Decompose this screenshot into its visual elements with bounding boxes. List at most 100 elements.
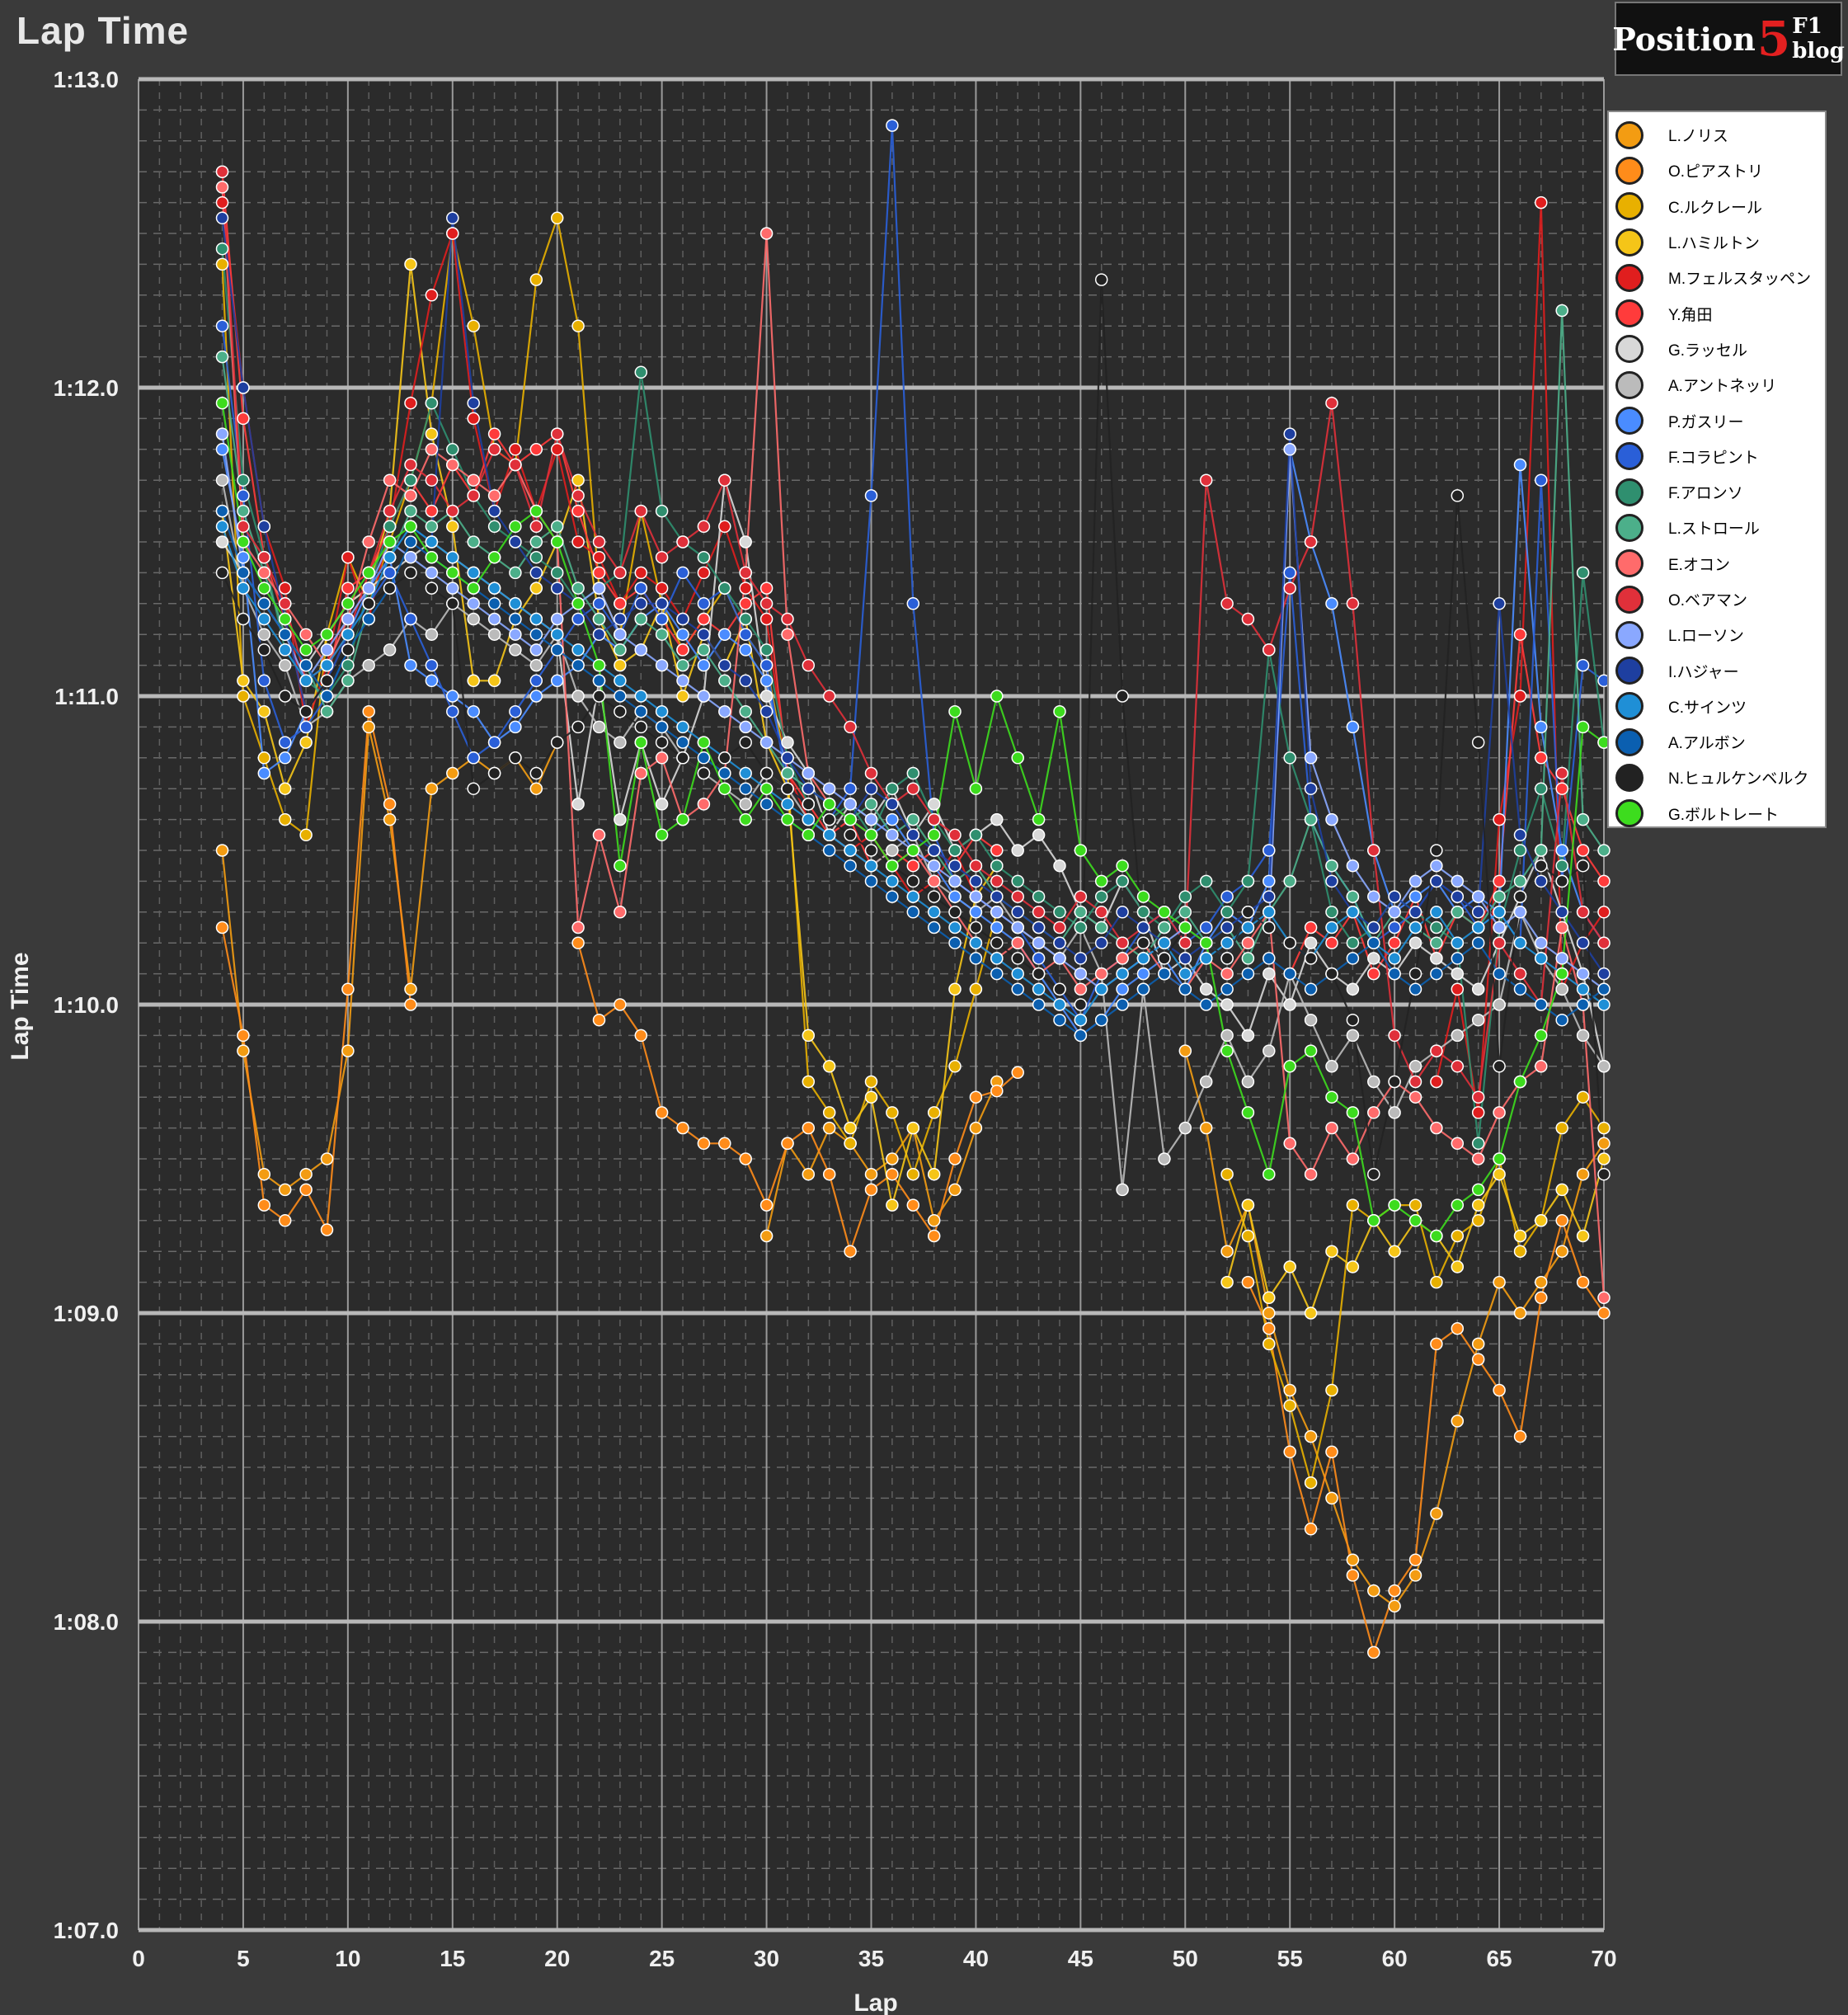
data-point <box>215 319 229 332</box>
data-point <box>1471 1137 1485 1151</box>
data-point <box>676 643 689 657</box>
data-point <box>844 720 857 734</box>
data-point <box>1094 874 1108 888</box>
data-point <box>487 550 501 564</box>
data-point <box>1220 998 1234 1011</box>
data-point <box>634 612 648 626</box>
legend-label: G.ラッセル <box>1668 341 1748 360</box>
data-point <box>383 581 397 595</box>
team-logo-icon <box>1615 657 1643 685</box>
data-point <box>299 720 313 734</box>
data-point <box>571 798 585 811</box>
data-point <box>509 535 522 548</box>
data-point <box>257 643 271 657</box>
data-point <box>634 736 648 749</box>
data-point <box>948 704 962 718</box>
data-point <box>1346 1198 1360 1212</box>
legend-item: L.ノリス <box>1615 117 1818 153</box>
data-point <box>1325 1060 1338 1073</box>
data-point <box>425 628 439 641</box>
data-point <box>550 628 564 641</box>
data-point <box>614 658 627 672</box>
data-point <box>467 782 480 795</box>
data-point <box>697 798 711 811</box>
legend-label: F.コラピント <box>1668 449 1759 467</box>
data-point <box>1597 1152 1611 1165</box>
data-point <box>1199 982 1213 996</box>
data-point <box>446 566 459 580</box>
data-point <box>697 566 711 580</box>
data-point <box>404 257 417 271</box>
data-point <box>592 690 606 703</box>
data-point <box>1074 952 1088 965</box>
data-point <box>1513 690 1527 703</box>
data-point <box>1471 1106 1485 1119</box>
data-point <box>592 566 606 580</box>
data-point <box>1493 874 1506 888</box>
data-point <box>404 520 417 534</box>
legend-label: L.ノリス <box>1668 128 1728 146</box>
data-point <box>781 612 794 626</box>
data-point <box>1388 952 1401 965</box>
data-point <box>739 782 752 795</box>
data-point <box>1388 906 1401 919</box>
data-point <box>1367 1214 1380 1227</box>
data-point <box>467 473 480 487</box>
data-point <box>1325 1121 1338 1135</box>
data-point <box>1555 906 1568 919</box>
data-point <box>927 859 941 873</box>
data-point <box>1597 874 1611 888</box>
data-point <box>1116 967 1129 981</box>
data-point <box>1199 473 1213 487</box>
data-point <box>906 890 920 903</box>
data-point <box>781 782 794 795</box>
data-point <box>1388 1029 1401 1043</box>
data-point <box>425 443 439 456</box>
legend-item: M.フェルスタッペン <box>1615 260 1818 295</box>
data-point <box>1576 936 1590 949</box>
data-point <box>1471 1152 1485 1165</box>
data-point <box>571 504 585 518</box>
data-point <box>1451 890 1465 903</box>
data-point <box>1367 844 1380 857</box>
x-tick-label: 40 <box>963 1946 989 1971</box>
data-point <box>927 1229 941 1243</box>
data-point <box>1158 920 1171 935</box>
data-point <box>718 782 731 795</box>
data-point <box>739 581 752 595</box>
data-point <box>425 396 439 410</box>
data-point <box>1346 906 1360 919</box>
data-point <box>257 612 271 626</box>
data-point <box>529 628 543 641</box>
data-point <box>781 1137 794 1151</box>
data-point <box>864 766 878 780</box>
team-logo-icon <box>1615 335 1643 364</box>
data-point <box>362 535 375 548</box>
data-point <box>1367 967 1380 981</box>
data-point <box>739 766 752 780</box>
data-point <box>634 704 648 718</box>
data-point <box>1451 936 1465 949</box>
data-point <box>404 396 417 410</box>
data-point <box>1408 1214 1422 1227</box>
data-point <box>1241 967 1255 981</box>
data-point <box>1220 1167 1234 1181</box>
data-point <box>697 690 711 703</box>
data-point <box>1053 998 1066 1011</box>
data-point <box>718 628 731 641</box>
data-point <box>1241 952 1255 965</box>
data-point <box>1283 1383 1296 1397</box>
data-point <box>1116 982 1129 996</box>
data-point <box>425 535 439 548</box>
data-point <box>1263 844 1276 857</box>
data-point <box>1471 1353 1485 1366</box>
legend-item: G.ラッセル <box>1615 332 1818 367</box>
data-point <box>1074 967 1088 981</box>
data-point <box>1032 936 1046 949</box>
data-point <box>1241 1198 1255 1212</box>
data-point <box>1283 1137 1296 1151</box>
data-point <box>1011 920 1024 935</box>
data-point <box>1430 874 1443 888</box>
data-point <box>1513 982 1527 996</box>
